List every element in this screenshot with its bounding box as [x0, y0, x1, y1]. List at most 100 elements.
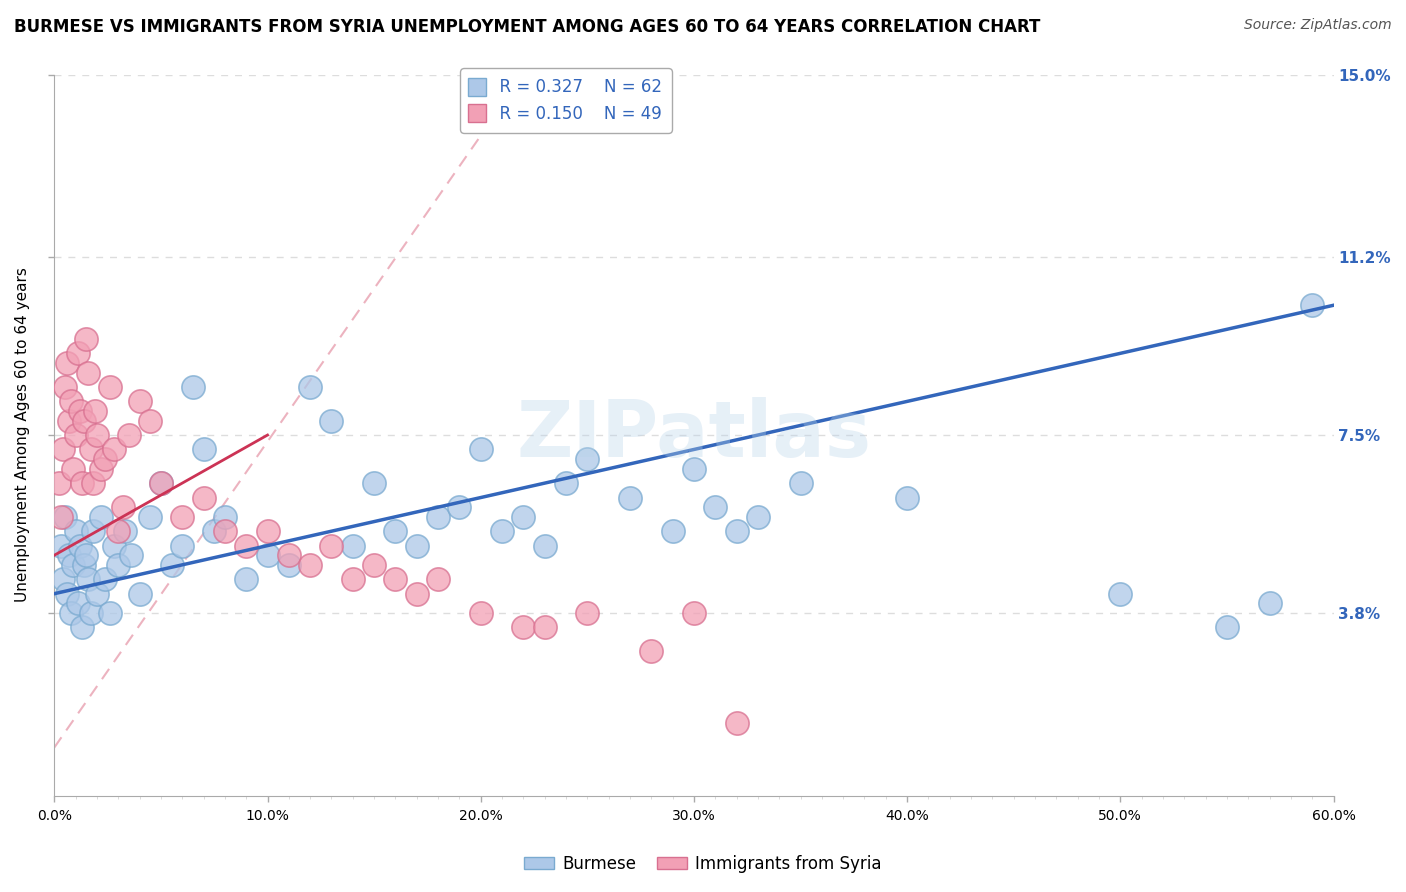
Point [470, 606, 492, 620]
Point [405, 587, 427, 601]
Point [491, 524, 513, 539]
Point [321, 539, 343, 553]
Point [94, 572, 117, 586]
Point [107, 524, 129, 539]
Point [1258, 596, 1281, 610]
Point [53, 380, 76, 394]
Point [576, 452, 599, 467]
Point [172, 509, 194, 524]
Point [214, 524, 236, 539]
Text: BURMESE VS IMMIGRANTS FROM SYRIA UNEMPLOYMENT AMONG AGES 60 TO 64 YEARS CORRELAT: BURMESE VS IMMIGRANTS FROM SYRIA UNEMPLO… [14, 18, 1040, 36]
Point [299, 380, 322, 394]
Point [70, 620, 93, 634]
Point [202, 524, 225, 539]
Point [52, 572, 75, 586]
Point [77, 366, 100, 380]
Point [683, 606, 706, 620]
Point [149, 476, 172, 491]
Point [75, 332, 97, 346]
Point [661, 524, 683, 539]
Point [342, 539, 364, 553]
Legend: Burmese, Immigrants from Syria: Burmese, Immigrants from Syria [517, 848, 889, 880]
Point [73, 558, 96, 572]
Point [342, 572, 364, 586]
Point [683, 461, 706, 475]
Point [94, 452, 117, 467]
Point [172, 539, 194, 553]
Point [235, 572, 257, 586]
Point [747, 509, 769, 524]
Point [49, 509, 72, 524]
Point [576, 606, 599, 620]
Point [56, 587, 79, 601]
Point [118, 428, 141, 442]
Point [69, 539, 91, 553]
Point [62, 461, 84, 475]
Point [235, 539, 257, 553]
Point [384, 572, 406, 586]
Text: ZIPatlas: ZIPatlas [516, 397, 872, 473]
Point [73, 414, 96, 428]
Point [128, 394, 150, 409]
Point [79, 606, 101, 620]
Point [56, 356, 79, 370]
Point [193, 491, 215, 505]
Point [896, 491, 918, 505]
Text: Source: ZipAtlas.com: Source: ZipAtlas.com [1244, 18, 1392, 32]
Point [60, 606, 83, 620]
Point [83, 404, 105, 418]
Point [640, 644, 662, 658]
Point [65, 524, 87, 539]
Point [1301, 298, 1323, 312]
Point [111, 500, 134, 515]
Point [128, 587, 150, 601]
Point [82, 524, 104, 539]
Point [139, 509, 162, 524]
Point [66, 346, 89, 360]
Point [427, 572, 450, 586]
Point [79, 442, 101, 457]
Point [1216, 620, 1239, 634]
Point [70, 476, 93, 491]
Point [139, 414, 162, 428]
Point [86, 428, 108, 442]
Point [214, 509, 236, 524]
Point [90, 509, 112, 524]
Point [90, 461, 112, 475]
Point [512, 620, 534, 634]
Point [82, 476, 104, 491]
Point [470, 442, 492, 457]
Point [53, 509, 76, 524]
Point [107, 558, 129, 572]
Point [120, 548, 142, 562]
Point [60, 394, 83, 409]
Point [256, 524, 278, 539]
Point [363, 476, 385, 491]
Point [725, 716, 748, 731]
Point [299, 558, 322, 572]
Point [363, 558, 385, 572]
Point [65, 428, 87, 442]
Point [48, 476, 70, 491]
Point [66, 596, 89, 610]
Point [103, 442, 125, 457]
Point [427, 509, 450, 524]
Point [405, 539, 427, 553]
Point [62, 558, 84, 572]
Point [533, 620, 555, 634]
Point [103, 539, 125, 553]
Point [277, 558, 299, 572]
Point [789, 476, 811, 491]
Point [58, 548, 80, 562]
Point [58, 414, 80, 428]
Point [98, 606, 121, 620]
Point [384, 524, 406, 539]
Point [555, 476, 578, 491]
Point [181, 380, 204, 394]
Y-axis label: Unemployment Among Ages 60 to 64 years: Unemployment Among Ages 60 to 64 years [15, 268, 30, 602]
Point [256, 548, 278, 562]
Point [160, 558, 183, 572]
Point [704, 500, 727, 515]
Point [1109, 587, 1132, 601]
Point [69, 404, 91, 418]
